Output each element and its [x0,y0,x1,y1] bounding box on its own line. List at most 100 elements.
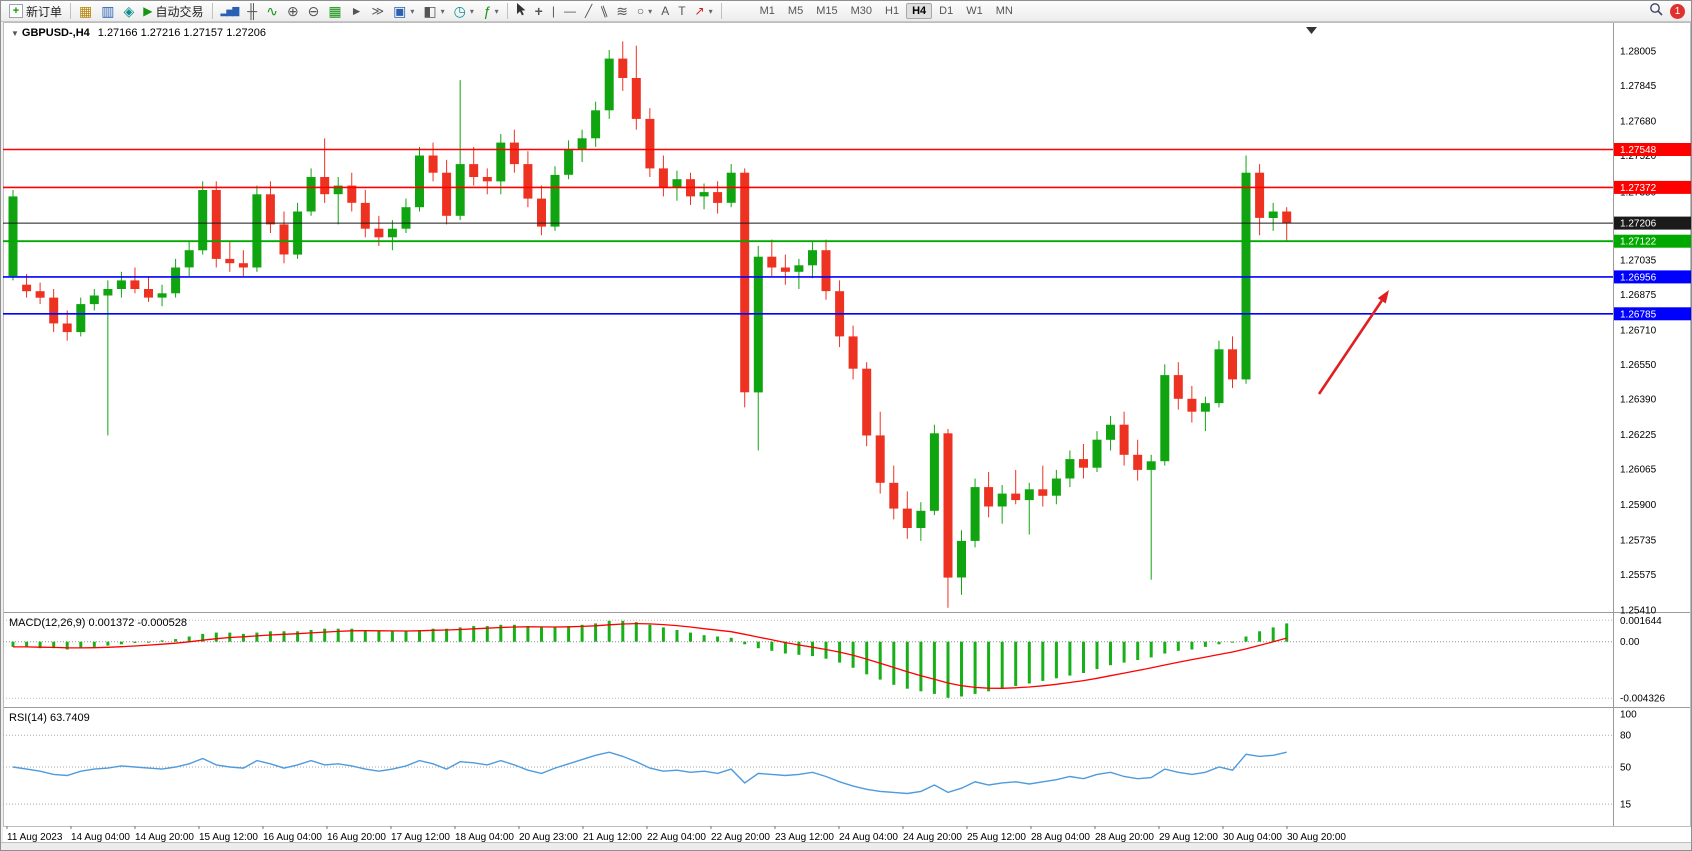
chevron-down-icon: ▾ [708,6,713,16]
zoom-out-button[interactable]: ⊖ [304,2,324,20]
svg-text:1.26875: 1.26875 [1620,290,1657,301]
svg-text:50: 50 [1620,763,1632,774]
svg-text:29 Aug 12:00: 29 Aug 12:00 [1159,832,1218,843]
text-label-button[interactable]: T [674,2,689,20]
svg-text:30 Aug 20:00: 30 Aug 20:00 [1287,832,1346,843]
trendline-icon: ╱ [584,4,593,18]
shapes-icon: ○ [636,4,645,18]
clock-button[interactable]: ◷ ▾ [450,2,478,20]
svg-text:1.27122: 1.27122 [1620,237,1657,248]
macd-pane: 0.001644 0.00 -0.004326 [3,616,1665,705]
svg-text:30 Aug 04:00: 30 Aug 04:00 [1223,832,1282,843]
horizontal-line-icon: — [563,4,576,18]
bar-chart-button[interactable]: ▂▅▇ [217,2,243,20]
chart-canvas[interactable]: 1.280051.278451.276801.275201.273501.270… [3,22,1691,844]
auto-scroll-button[interactable]: ► [347,2,367,20]
zoom-out-icon: ⊖ [307,3,320,19]
toolbar-separator [211,3,213,19]
svg-text:23 Aug 12:00: 23 Aug 12:00 [775,832,834,843]
toolbar-separator [506,3,508,19]
shapes-button[interactable]: ○ ▾ [633,2,656,20]
svg-text:1.25900: 1.25900 [1620,500,1657,511]
svg-text:-0.004326: -0.004326 [1620,694,1665,705]
chart-shift-icon: ≫ [371,4,385,18]
timeframe-button-h1[interactable]: H1 [885,5,900,17]
svg-text:1.26225: 1.26225 [1620,430,1657,441]
svg-text:1.26956: 1.26956 [1620,272,1657,283]
svg-text:1.27206: 1.27206 [1620,219,1657,230]
zoom-in-button[interactable]: ⊕ [283,2,303,20]
data-window-icon: ▥ [101,3,115,19]
macd-pane-separator[interactable] [3,610,1691,615]
market-watch-button[interactable]: ▦ [75,2,96,20]
timeframe-button-m15[interactable]: M15 [816,5,838,17]
svg-text:1.25410: 1.25410 [1620,605,1657,616]
new-chart-button[interactable]: ▣ ▾ [389,2,418,20]
svg-text:1.27845: 1.27845 [1620,81,1657,92]
text-button[interactable]: A [657,2,673,20]
svg-text:14 Aug 20:00: 14 Aug 20:00 [135,832,194,843]
chart-title: ▼ GBPUSD-,H4 1.27166 1.27216 1.27157 1.272… [11,27,266,39]
channel-icon: ∥ [598,3,610,19]
trend-arrow-annotation[interactable] [1317,290,1389,395]
chevron-down-icon: ▾ [494,6,499,16]
svg-text:1.26710: 1.26710 [1620,325,1657,336]
timeframe-button-m30[interactable]: M30 [850,5,872,17]
profiles-button[interactable]: ◧ ▾ [419,2,448,20]
time-axis[interactable]: 11 Aug 2023 14 Aug 04:00 14 Aug 20:00 15 Au… [6,826,1346,843]
svg-text:16 Aug 04:00: 16 Aug 04:00 [263,832,322,843]
notification-badge[interactable]: 1 [1670,3,1685,19]
data-window-button[interactable]: ▥ [97,2,118,20]
rsi-line [12,751,1287,795]
channel-button[interactable]: ∥ [597,2,611,20]
svg-text:1.27372: 1.27372 [1620,183,1657,194]
new-order-icon: + [9,4,23,18]
navigator-button[interactable]: ◈ [119,2,138,20]
chevron-down-icon: ▾ [469,6,474,16]
autotrading-icon: ▶ [143,4,153,18]
line-chart-icon: ∿ [266,3,278,19]
svg-text:1.26390: 1.26390 [1620,394,1657,405]
crosshair-button[interactable]: + [531,2,547,20]
timeframe-button-m5[interactable]: M5 [787,5,804,17]
svg-text:15: 15 [1620,800,1632,811]
search-icon[interactable] [1649,2,1663,21]
arrows-icon: ↗ [694,4,705,18]
indicators-icon: ƒ [482,3,491,19]
one-click-trading-toggle[interactable]: ▼ [11,29,19,38]
new-order-button[interactable]: + 新订单 [5,2,66,20]
timeframe-button-h4[interactable]: H4 [906,3,933,19]
chart-shift-button[interactable]: ≫ [368,2,389,20]
svg-text:28 Aug 20:00: 28 Aug 20:00 [1095,832,1154,843]
chevron-down-icon: ▾ [410,6,415,16]
candlestick-chart-button[interactable]: ╫ [243,2,261,20]
vertical-line-button[interactable]: | [548,2,559,20]
horizontal-line-button[interactable]: — [560,2,580,20]
svg-text:1.25735: 1.25735 [1620,535,1657,546]
chevron-down-icon: ▾ [440,6,445,16]
chart-window[interactable]: 1.280051.278451.276801.275201.273501.270… [3,22,1691,844]
svg-text:22 Aug 20:00: 22 Aug 20:00 [711,832,770,843]
svg-text:21 Aug 12:00: 21 Aug 12:00 [583,832,642,843]
line-chart-button[interactable]: ∿ [262,2,282,20]
rsi-pane-separator[interactable] [3,705,1691,710]
chart-end-marker[interactable] [1306,27,1317,34]
fibonacci-button[interactable]: ≋ [612,2,632,20]
bar-chart-icon: ▂▅▇ [220,5,240,16]
svg-text:17 Aug 12:00: 17 Aug 12:00 [391,832,450,843]
cursor-button[interactable] [512,2,530,20]
timeframe-button-d1[interactable]: D1 [939,5,954,17]
timeframe-button-mn[interactable]: MN [995,5,1013,17]
timeframe-button-w1[interactable]: W1 [966,5,983,17]
text-label-icon: T [678,4,686,18]
indicators-button[interactable]: ƒ ▾ [479,2,503,20]
tile-windows-button[interactable]: ▦ [324,2,345,20]
trendline-button[interactable]: ╱ [581,2,596,20]
cursor-icon [516,3,526,19]
market-watch-icon: ▦ [79,3,93,19]
timeframe-button-m1[interactable]: M1 [759,5,775,17]
svg-text:0.001644: 0.001644 [1620,616,1662,627]
autotrading-label: 自动交易 [155,4,204,19]
autotrading-button[interactable]: ▶ 自动交易 [139,2,207,20]
arrows-button[interactable]: ↗ ▾ [691,2,717,20]
